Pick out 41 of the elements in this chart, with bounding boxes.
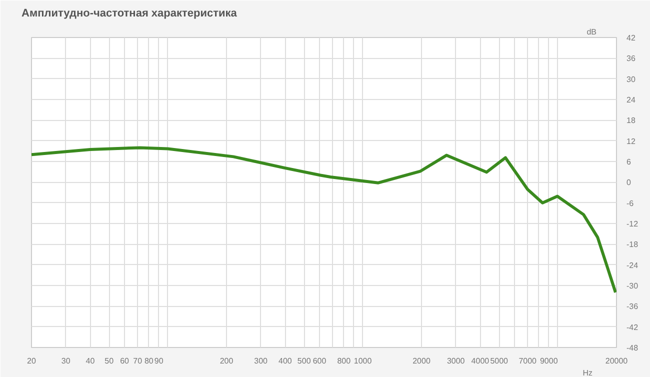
x-tick-label: 3000 (446, 356, 466, 366)
chart-title: Амплитудно-частотная характеристика (22, 8, 238, 20)
y-tick-label: 0 (626, 178, 632, 188)
y-tick-label: -12 (626, 220, 639, 228)
x-tick-label: 90 (154, 356, 164, 366)
y-tick-label: 36 (626, 54, 636, 64)
y-tick-label: -36 (626, 302, 639, 312)
y-tick-label: 42 (626, 34, 636, 42)
y-tick-label: 18 (626, 116, 636, 126)
y-tick-label: 24 (626, 96, 636, 104)
y-tick-label: -18 (626, 240, 639, 250)
y-axis-title: dB (586, 28, 597, 36)
y-tick-label: -42 (626, 322, 639, 332)
x-tick-label: 7000 (518, 356, 538, 366)
x-tick-label: 200 (220, 356, 234, 366)
x-tick-label: 2000 (412, 356, 431, 366)
x-tick-label: 50 (104, 356, 114, 366)
y-tick-label: -48 (626, 344, 639, 352)
y-tick-label: -30 (626, 282, 639, 290)
x-tick-label: 40 (86, 356, 96, 366)
x-tick-label: 9000 (540, 356, 558, 366)
y-tick-label: 12 (626, 136, 636, 146)
x-tick-label: 600 (312, 356, 327, 366)
y-tick-label: 30 (626, 74, 636, 84)
x-tick-label: 20000 (605, 356, 628, 366)
x-tick-label: 80 (144, 356, 154, 366)
x-tick-label: 300 (254, 356, 268, 366)
x-tick-label: 400 (278, 356, 292, 366)
x-tick-label: 1000 (354, 356, 372, 366)
x-tick-label: 60 (120, 356, 130, 366)
x-tick-label: 4000 (471, 356, 490, 366)
x-tick-label: 70 (133, 356, 143, 366)
y-tick-label: 6 (626, 158, 632, 166)
x-axis-title: Hz (582, 368, 593, 377)
x-tick-label: 5000 (490, 356, 509, 366)
y-tick-label: -24 (626, 260, 639, 270)
x-tick-label: 30 (61, 356, 71, 366)
x-tick-label: 20 (27, 356, 36, 366)
y-tick-label: -6 (626, 198, 634, 208)
x-tick-label: 500 (297, 356, 312, 366)
x-tick-label: 800 (337, 356, 352, 366)
